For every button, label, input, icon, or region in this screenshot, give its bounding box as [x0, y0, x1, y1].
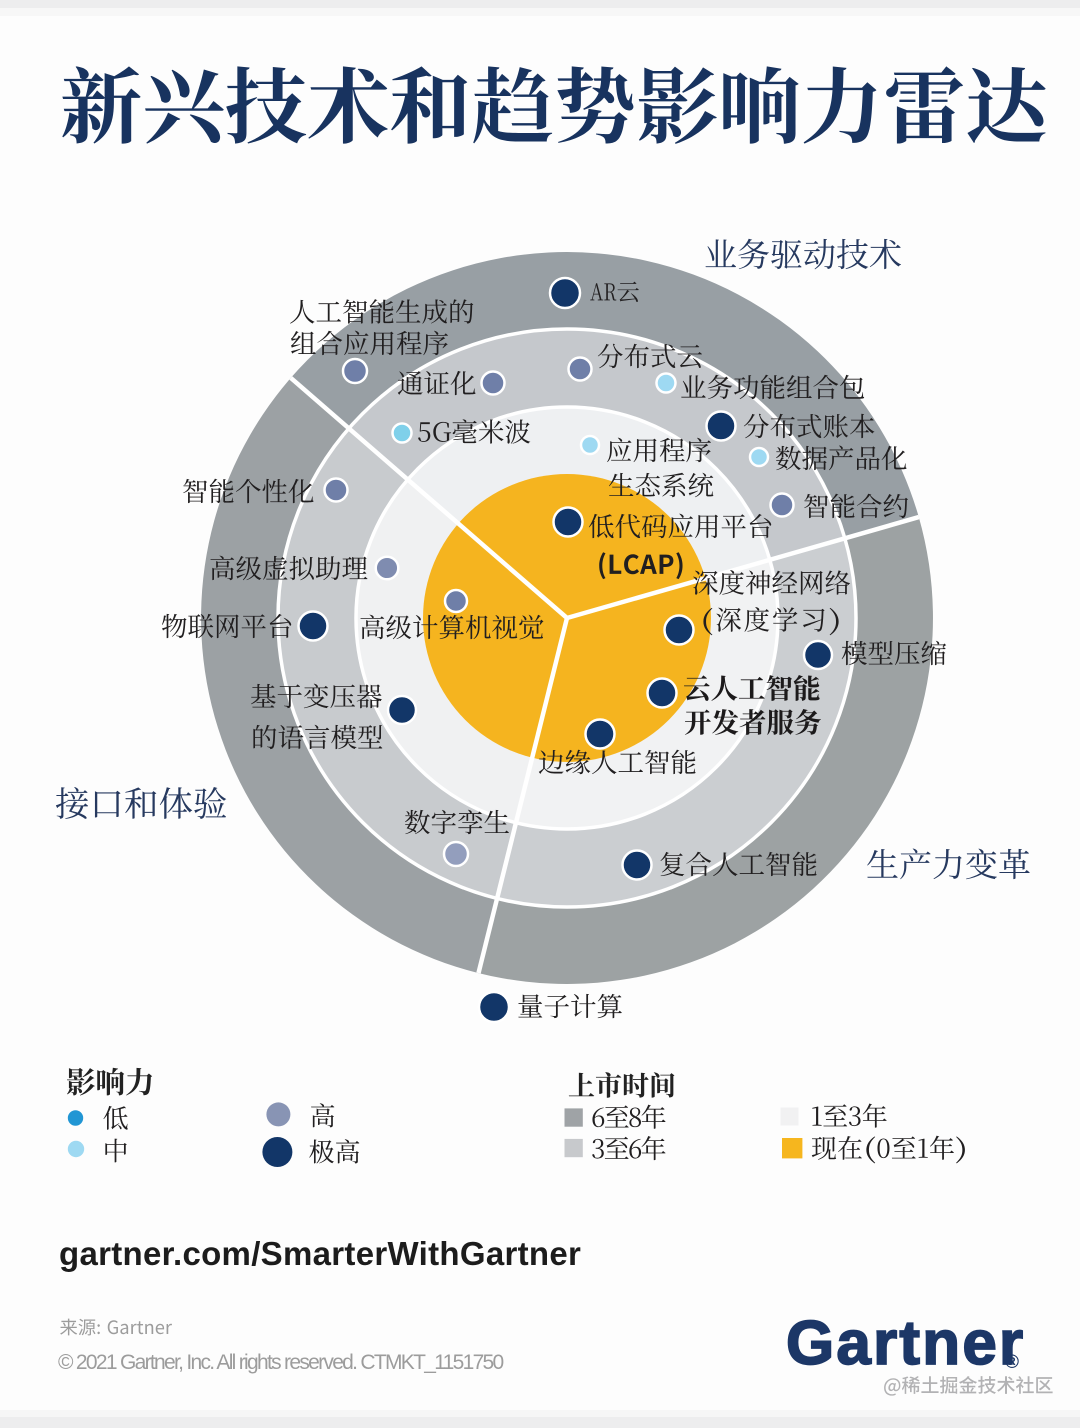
- svg-text:© 2021 Gartner, Inc. All right: © 2021 Gartner, Inc. All rights reserved…: [58, 1351, 504, 1374]
- svg-text:Gartner: Gartner: [786, 1309, 1025, 1378]
- svg-text:gartner.com/SmarterWithGartner: gartner.com/SmarterWithGartner: [59, 1235, 581, 1272]
- svg-text:®: ®: [1005, 1352, 1019, 1373]
